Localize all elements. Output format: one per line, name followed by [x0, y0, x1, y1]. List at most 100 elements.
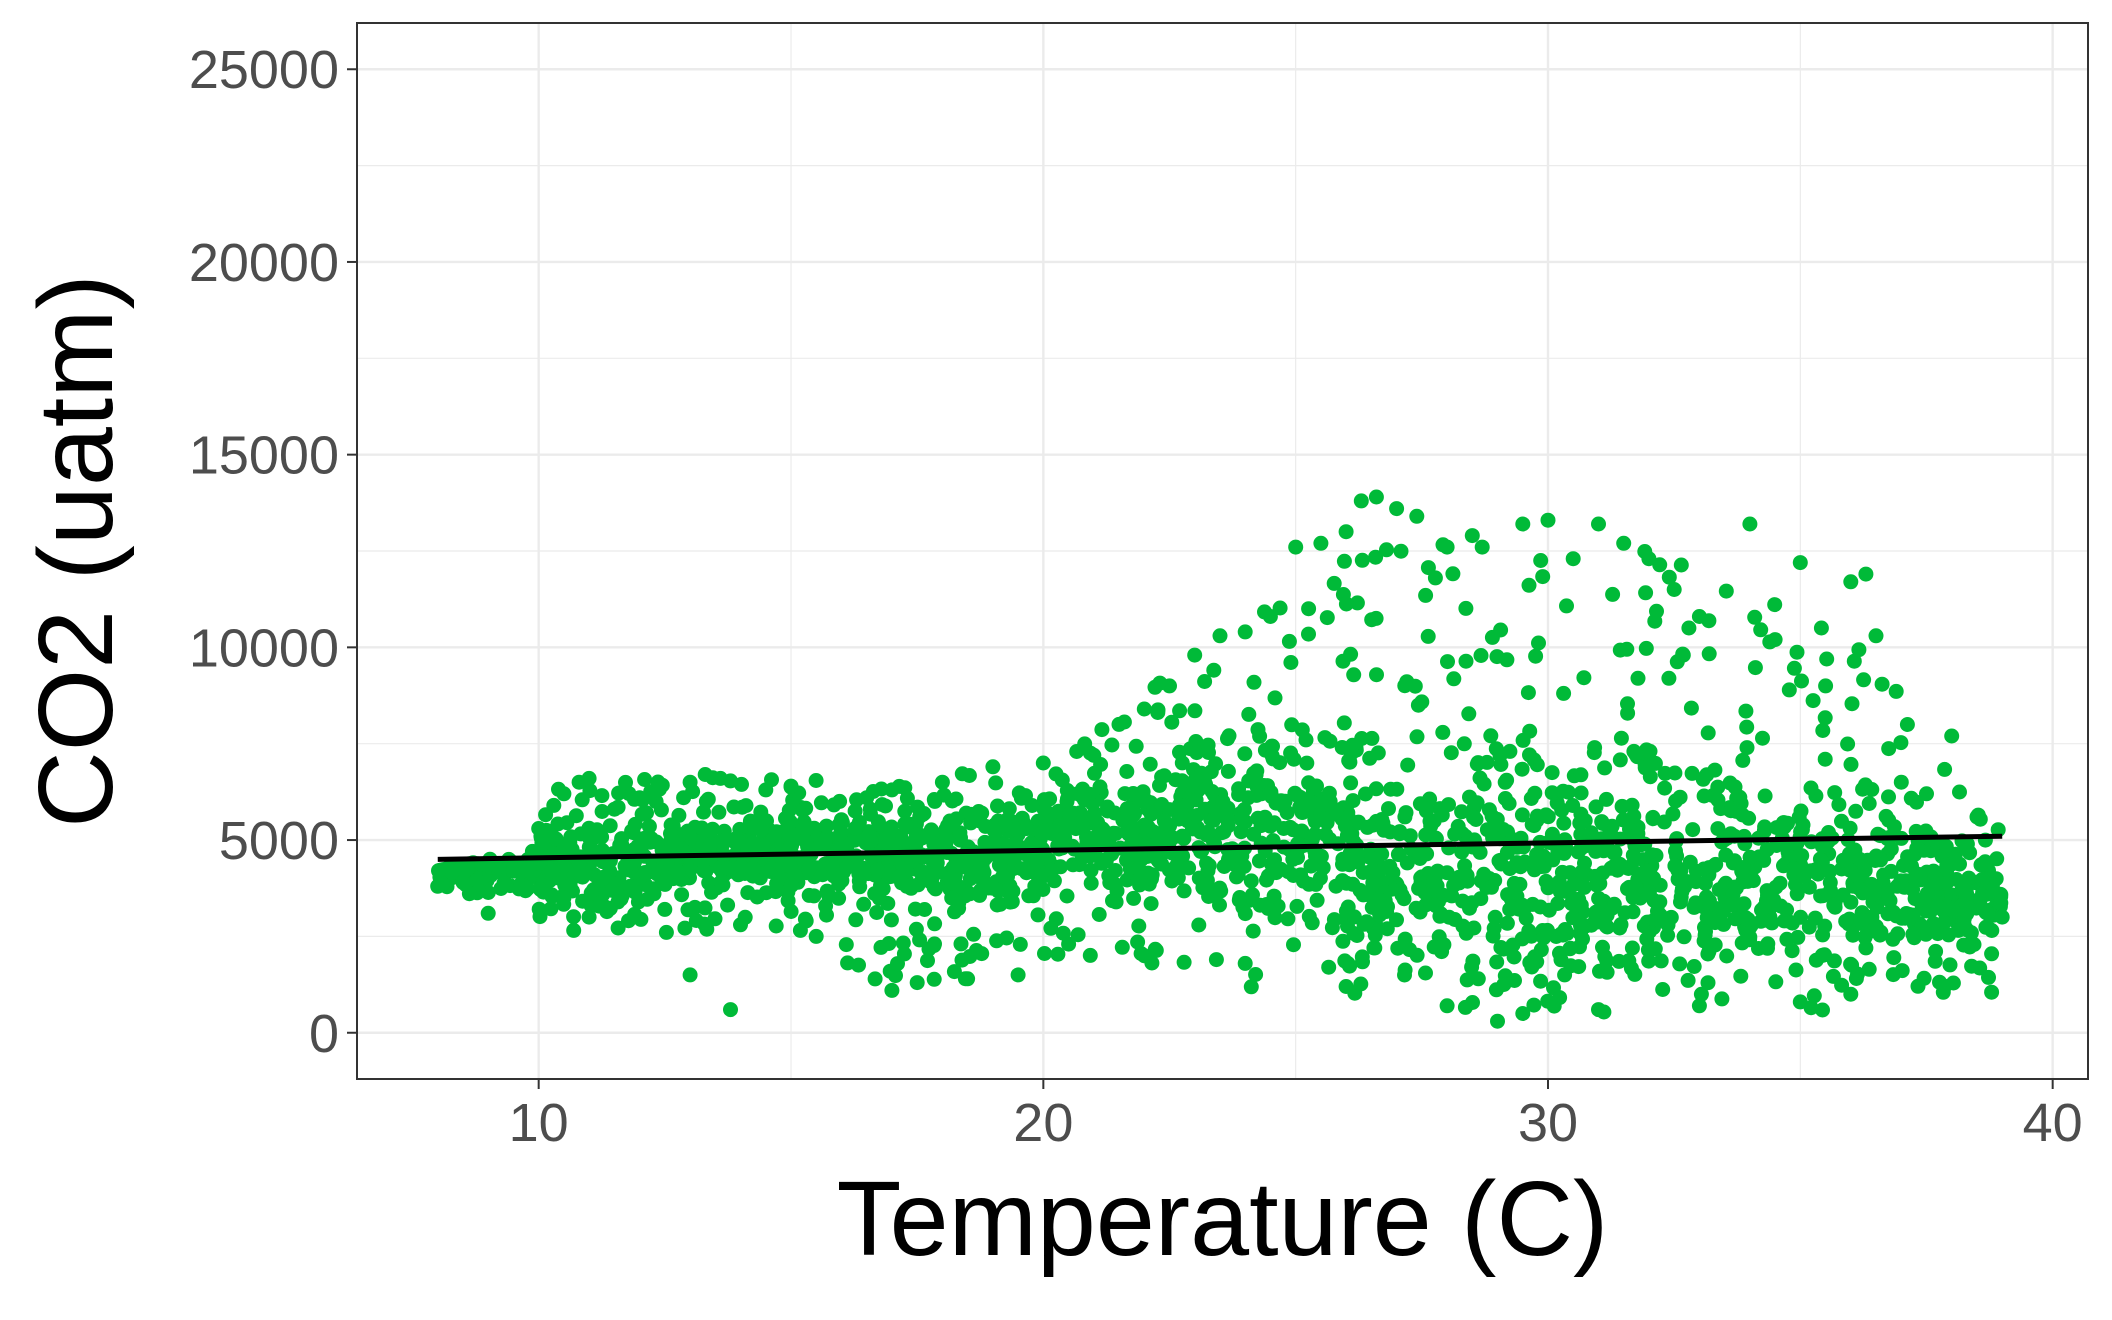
data-point [745, 835, 761, 851]
data-point [1597, 760, 1613, 776]
data-point [1938, 839, 1954, 854]
data-point [1786, 861, 1801, 877]
data-point [646, 886, 662, 902]
y-tick-label: 10000 [189, 618, 339, 678]
data-point [682, 774, 698, 790]
data-point [1742, 516, 1758, 532]
data-point [641, 818, 657, 834]
data-point [1119, 801, 1135, 817]
data-point [1989, 851, 2005, 867]
data-point [874, 797, 890, 813]
data-point [1262, 609, 1278, 624]
data-point [1683, 700, 1699, 716]
data-point [1033, 840, 1049, 856]
data-point [1265, 860, 1281, 876]
data-point [1358, 786, 1373, 802]
data-point [1539, 922, 1555, 938]
data-point [1030, 907, 1046, 923]
data-point [1515, 732, 1531, 748]
data-point [1531, 635, 1546, 651]
data-point [1638, 640, 1654, 656]
data-point [1612, 752, 1628, 768]
data-point [1757, 819, 1773, 835]
data-point [594, 804, 610, 819]
data-point [1607, 844, 1623, 860]
data-point [1515, 516, 1531, 532]
data-point [1162, 802, 1177, 818]
data-point [1514, 761, 1530, 777]
data-point [1493, 622, 1509, 638]
data-point [1776, 815, 1792, 831]
data-point [1246, 826, 1262, 842]
data-point [1868, 628, 1884, 644]
data-point [1497, 774, 1513, 790]
data-point [1532, 899, 1548, 915]
data-point [606, 801, 622, 817]
data-point [927, 916, 943, 932]
data-point [1012, 936, 1028, 952]
data-point [670, 864, 686, 880]
data-point [634, 806, 650, 822]
data-point [1767, 597, 1783, 613]
data-point [614, 831, 630, 847]
data-point [797, 911, 813, 927]
data-point [543, 901, 559, 917]
data-point [1786, 660, 1802, 676]
data-point [909, 975, 925, 991]
data-point [1411, 880, 1427, 896]
data-point [1220, 763, 1236, 779]
data-point [1236, 802, 1252, 817]
data-point [1263, 784, 1279, 800]
data-point [1338, 524, 1354, 540]
data-point [1037, 946, 1052, 961]
data-point [1019, 865, 1034, 881]
data-point [1131, 861, 1147, 877]
data-point [1697, 927, 1713, 943]
data-point [596, 870, 612, 886]
data-point [1397, 967, 1412, 983]
data-point [1973, 891, 1989, 907]
data-point [1700, 975, 1716, 991]
data-point [1908, 873, 1924, 888]
data-point [1136, 948, 1152, 964]
data-point [1701, 646, 1717, 662]
data-point [1930, 926, 1946, 942]
data-point [505, 863, 521, 879]
data-point [1237, 955, 1253, 971]
data-point [1544, 765, 1560, 781]
data-point [1598, 791, 1614, 807]
y-axis-title: CO2 (uatm) [17, 274, 135, 828]
data-point [1984, 984, 2000, 1000]
data-point [1243, 873, 1259, 889]
data-point [1472, 770, 1488, 786]
data-point [1930, 898, 1946, 914]
data-point [1119, 764, 1135, 779]
data-point [556, 890, 572, 906]
data-point [988, 775, 1004, 791]
data-point [870, 862, 885, 878]
data-point [1085, 808, 1101, 824]
data-point [1595, 939, 1610, 955]
data-point [1362, 750, 1378, 766]
data-point [1520, 685, 1536, 701]
data-point [1556, 815, 1572, 831]
data-point [1565, 877, 1581, 893]
data-point [1613, 730, 1629, 746]
data-point [1187, 647, 1203, 663]
data-point [1827, 785, 1843, 801]
data-point [637, 865, 653, 880]
data-point [1867, 886, 1883, 902]
data-point [697, 767, 713, 782]
data-point [648, 794, 664, 810]
data-point [1637, 760, 1653, 776]
data-point [1389, 781, 1405, 797]
data-point [1004, 894, 1020, 910]
data-point [1825, 968, 1841, 984]
data-point [1400, 757, 1416, 773]
data-point [1945, 975, 1961, 991]
data-point [594, 788, 610, 804]
data-point [1150, 705, 1166, 720]
data-point [531, 821, 547, 836]
data-point [1156, 813, 1172, 829]
data-point [1616, 535, 1632, 551]
